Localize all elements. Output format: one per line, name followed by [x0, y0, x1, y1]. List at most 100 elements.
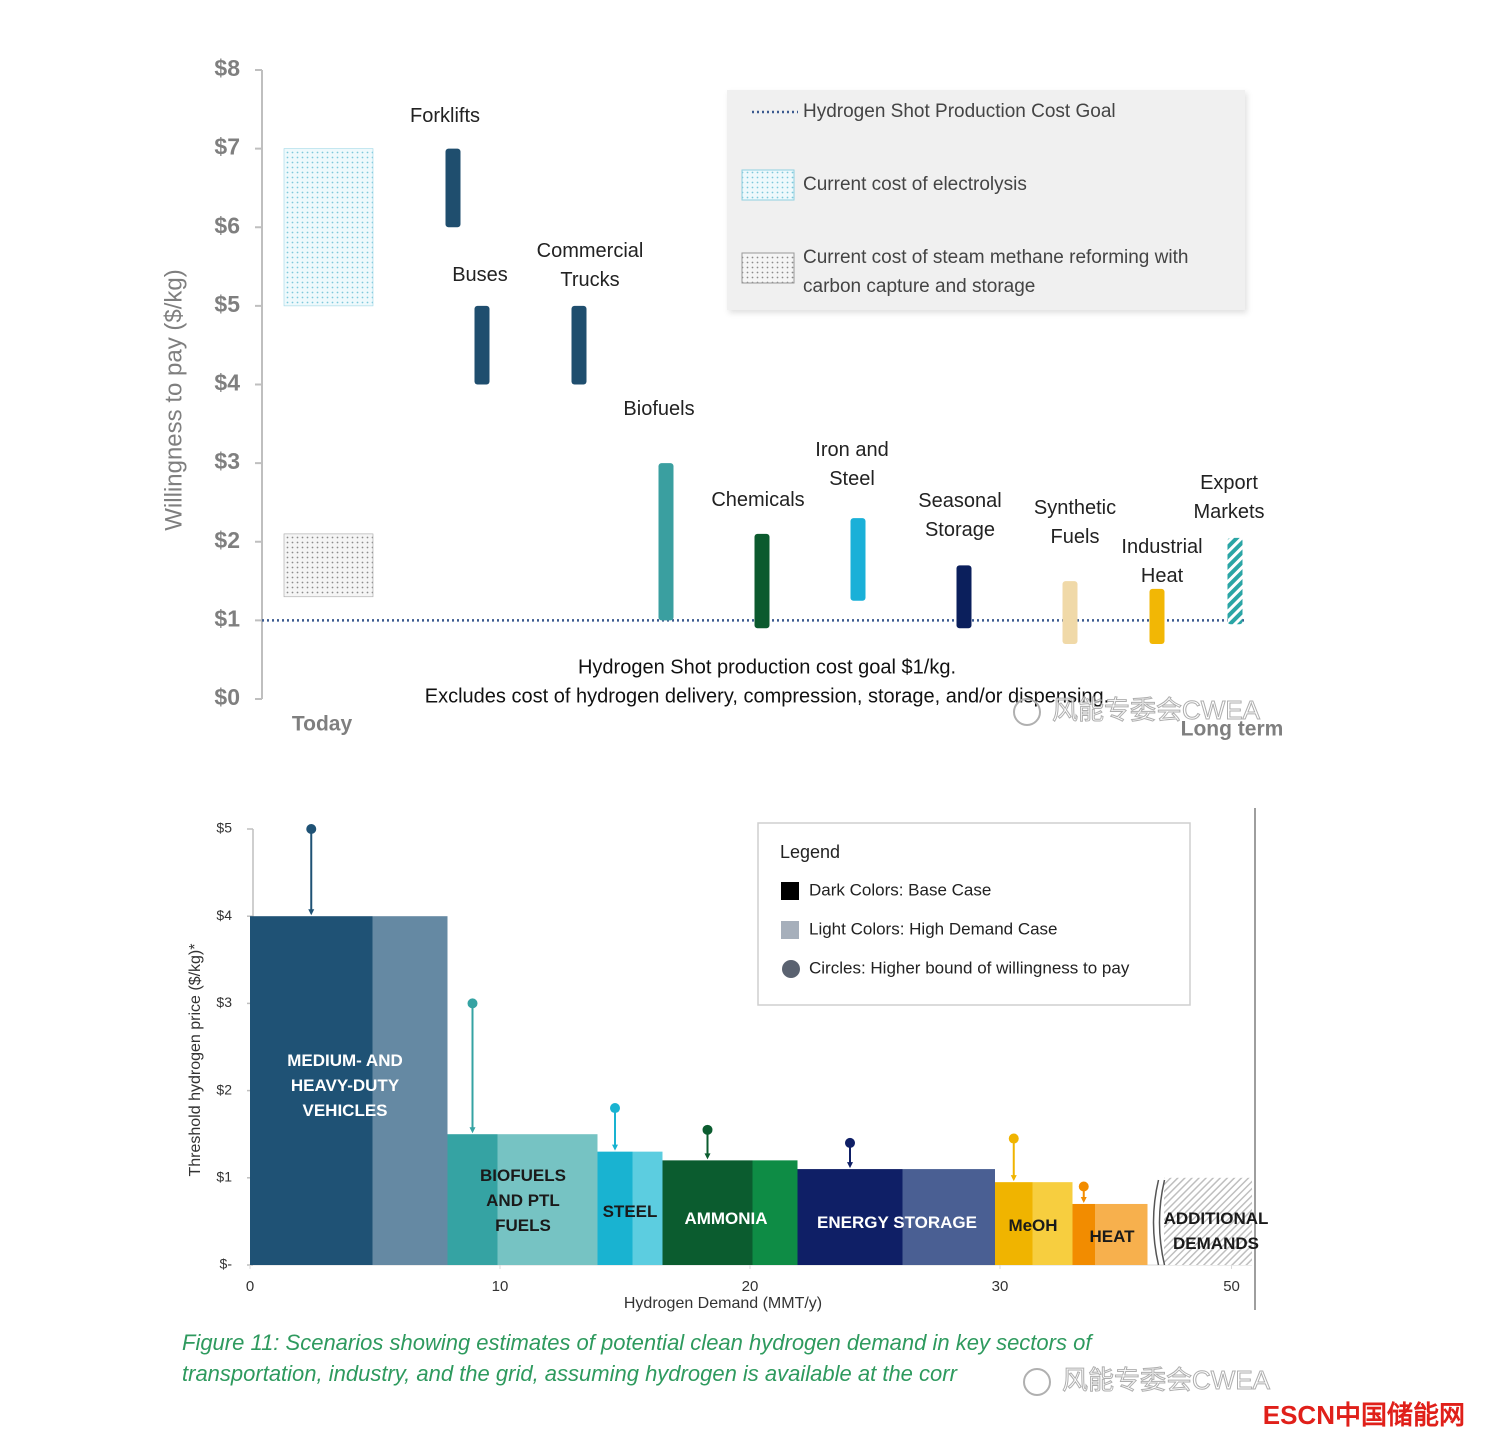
- sector-label: STEEL: [602, 1201, 658, 1221]
- x-axis-title: Hydrogen Demand (MMT/y): [624, 1295, 822, 1312]
- category-label: Synthetic Fuels: [1033, 497, 1117, 548]
- x-tick-label: 30: [992, 1278, 1009, 1295]
- y-tick-label: $2: [216, 1081, 232, 1097]
- sector-bar: [250, 916, 373, 1265]
- x-end-label: Long term: [1181, 718, 1284, 741]
- watermark: 风能专委会CWEA: [1062, 1365, 1271, 1395]
- watermark: 风能专委会CWEA: [1052, 695, 1261, 725]
- cost-band: [283, 533, 374, 598]
- y-tick-label: $4: [216, 907, 232, 923]
- bound-arrow: [308, 909, 315, 916]
- y-tick-label: $3: [216, 994, 232, 1010]
- upper-bound: [1008, 1133, 1019, 1144]
- legend-label: Dark Colors: Base Case: [809, 880, 991, 899]
- y-tick-label: $6: [214, 212, 240, 238]
- sector-label: AMMONIA: [684, 1208, 768, 1228]
- y-tick-label: $1: [216, 1169, 232, 1185]
- category-label: Commercial Trucks: [536, 240, 644, 291]
- sector-bar: [1164, 1177, 1252, 1265]
- upper-bound: [845, 1137, 855, 1148]
- sector-bar: [447, 1134, 498, 1265]
- sector-bar: [1032, 1182, 1073, 1265]
- range-bar: [754, 533, 770, 629]
- bound-arrow: [469, 1127, 476, 1134]
- legend-title: Legend: [780, 842, 840, 862]
- x-start-label: Today: [292, 713, 353, 736]
- legend-swatch: [781, 882, 799, 900]
- bound-arrow: [612, 1144, 618, 1151]
- upper-bound: [702, 1124, 713, 1135]
- y-tick-label: $7: [214, 134, 240, 160]
- bound-arrow: [847, 1162, 853, 1169]
- x-tick-label: 10: [492, 1278, 509, 1295]
- axis-break: [1152, 1179, 1166, 1266]
- range-bar: [1062, 581, 1078, 644]
- sector-bar: [597, 1151, 633, 1265]
- x-tick-label: 0: [246, 1278, 254, 1295]
- y-tick-label: $1: [214, 605, 240, 631]
- y-tick-label: $2: [214, 527, 240, 553]
- sector-bar: [902, 1169, 995, 1265]
- x-tick-label: 50: [1223, 1278, 1240, 1295]
- sector-bar: [797, 1169, 903, 1265]
- category-label: Export Markets: [1193, 472, 1265, 523]
- legend-swatch: [741, 252, 795, 284]
- y-tick-label: $-: [220, 1256, 233, 1272]
- range-bar: [474, 305, 490, 385]
- category-label: Iron and Steel: [815, 439, 889, 490]
- range-bar: [1149, 588, 1165, 644]
- caption: transportation, industry, and the grid, …: [182, 1361, 959, 1386]
- x-tick-label: 20: [742, 1278, 759, 1295]
- watermark-icon: [1013, 698, 1041, 726]
- bound-arrow: [1080, 1196, 1087, 1203]
- logo: ESCN中国储能网: [1263, 1400, 1465, 1430]
- y-tick-label: $5: [216, 820, 232, 836]
- y-tick-label: $3: [214, 448, 240, 474]
- legend-swatch: [781, 921, 799, 939]
- range-bar: [658, 463, 674, 621]
- bound-arrow: [1010, 1175, 1017, 1182]
- cost-band: [283, 148, 374, 307]
- category-label: Biofuels: [623, 398, 695, 420]
- bound-arrow: [704, 1153, 711, 1160]
- category-label: Forklifts: [410, 105, 480, 127]
- y-axis-title: Threshold hydrogen price ($/kg)*: [187, 943, 204, 1176]
- legend-label: Light Colors: High Demand Case: [809, 919, 1058, 938]
- caption: Figure 11: Scenarios showing estimates o…: [182, 1330, 1094, 1355]
- sector-label: BIOFUELS AND PTL FUELS: [480, 1165, 566, 1235]
- y-axis-title: Willingness to pay ($/kg): [160, 269, 187, 530]
- sector-label: ENERGY STORAGE: [817, 1212, 977, 1232]
- category-label: Buses: [452, 264, 508, 286]
- watermark-icon: [1023, 1368, 1051, 1396]
- legend-panel: [727, 90, 1245, 310]
- upper-bound: [1078, 1181, 1089, 1192]
- sector-bar: [662, 1160, 753, 1265]
- y-tick-label: $8: [214, 55, 240, 81]
- annotation: Excludes cost of hydrogen delivery, comp…: [425, 685, 1109, 707]
- sector-bar: [1095, 1203, 1148, 1265]
- legend-label: Circles: Higher bound of willingness to …: [809, 958, 1130, 977]
- legend-label: Hydrogen Shot Production Cost Goal: [803, 101, 1116, 122]
- legend-panel: [757, 822, 1191, 1006]
- sector-label: MeOH: [1008, 1215, 1058, 1235]
- sector-bar: [752, 1160, 798, 1265]
- legend-swatch: [741, 169, 795, 201]
- range-bar: [956, 565, 972, 629]
- y-tick-label: $4: [214, 370, 240, 396]
- sector-label: HEAT: [1089, 1226, 1135, 1246]
- y-tick-label: $0: [214, 684, 240, 710]
- upper-bound: [610, 1103, 620, 1114]
- legend-label: Current cost of electrolysis: [803, 174, 1027, 195]
- upper-bound: [306, 824, 317, 834]
- legend-label: Current cost of steam methane reforming …: [803, 247, 1189, 297]
- sector-bar: [632, 1151, 663, 1265]
- sector-bar: [497, 1134, 598, 1265]
- sector-label: MEDIUM- AND HEAVY-DUTY VEHICLES: [287, 1050, 403, 1120]
- range-bar: [445, 148, 461, 228]
- legend-swatch: [782, 960, 800, 978]
- range-bar: [571, 305, 587, 385]
- upper-bound: [467, 998, 478, 1009]
- sector-bar: [1072, 1203, 1095, 1265]
